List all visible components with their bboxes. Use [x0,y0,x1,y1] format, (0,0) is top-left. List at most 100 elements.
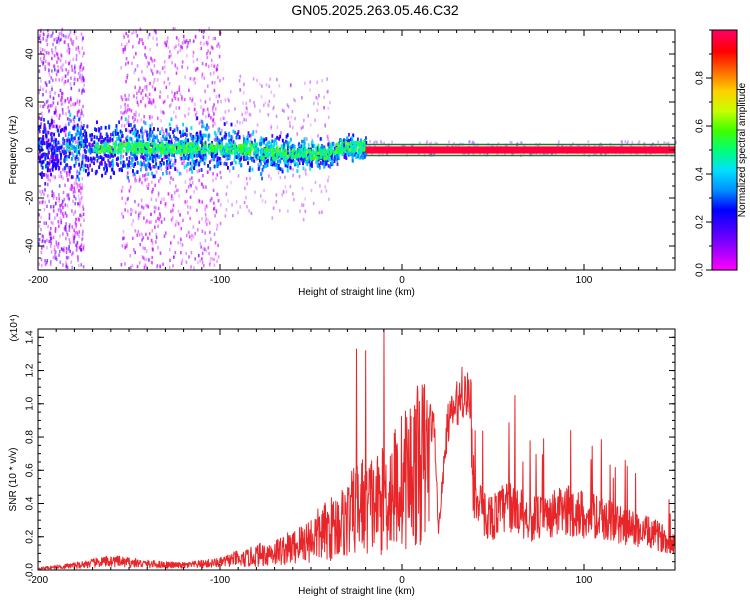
heatmap-cell [290,83,292,87]
heatmap-cell [326,77,328,81]
heatmap-cell [68,61,70,66]
heatmap-cell [207,246,210,250]
heatmap-cell [327,164,330,168]
heatmap-cell [80,32,83,36]
heatmap-cell [55,163,58,168]
heatmap-cell [162,129,165,134]
heatmap-cell [236,132,239,136]
heatmap-cell [213,112,215,116]
heatmap-cell [322,158,325,162]
heatmap-cell [298,161,301,166]
heatmap-cell [206,123,208,128]
heatmap-cell [206,84,209,88]
heatmap-cell [221,137,224,141]
heatmap-cell [74,157,77,161]
heatmap-cell [76,240,79,245]
heatmap-cell [43,152,46,157]
heatmap-cell [204,208,206,212]
heatmap-cell [169,127,172,131]
heatmap-cell [315,147,318,151]
heatmap-cell [142,206,145,210]
heatmap-cell [199,133,202,138]
heatmap-cell [311,143,314,148]
heatmap-cell [189,161,192,166]
heatmap-cell [56,125,59,130]
heatmap-cell [46,35,49,39]
heatmap-cell [133,119,135,124]
heatmap-cell [203,42,205,46]
heatmap-cell [81,111,83,115]
heatmap-cell [177,50,179,54]
heatmap-cell [70,252,73,257]
heatmap-cell [61,199,64,203]
heatmap-cell [309,163,312,167]
heatmap-cell [259,193,262,198]
heatmap-cell [184,180,187,184]
heatmap-cell [181,243,184,247]
heatmap-cell [72,199,74,204]
heatmap-cell [72,236,75,240]
heatmap-cell [363,147,367,152]
heatmap-cell [68,109,71,114]
heatmap-cell [56,163,59,167]
heatmap-cell [171,163,174,167]
heatmap-cell [192,235,195,239]
heatmap-cell [55,72,58,77]
heatmap-cell [131,236,134,241]
heatmap-cell [324,162,327,167]
heatmap-cell [159,160,162,165]
heatmap-cell [67,248,70,252]
heatmap-cell [141,131,144,135]
heatmap-cell [292,97,295,102]
heatmap-cell [64,133,67,137]
heatmap-cell [269,77,272,81]
heatmap-cell [114,129,117,133]
heatmap-cell [211,151,214,155]
heatmap-cell [48,80,51,84]
heatmap-cell [75,36,78,40]
heatmap-cell [122,215,125,219]
heatmap-cell [224,98,227,102]
heatmap-cell [58,41,61,45]
heatmap-cell [65,68,67,72]
heatmap-cell [192,134,195,139]
heatmap-cell [189,216,191,221]
heatmap-cell [241,112,243,117]
heatmap-cell [230,138,233,142]
heatmap-cell [72,126,75,130]
heatmap-cell [252,77,255,81]
heatmap-cell [286,103,289,107]
heatmap-cell [206,42,209,47]
heatmap-cell [130,152,133,156]
heatmap-cell [75,161,77,165]
heatmap-cell [65,112,67,116]
heatmap-cell [48,216,51,220]
heatmap-cell [82,153,84,158]
heatmap-cell [42,93,44,97]
heatmap-cell [67,105,70,110]
heatmap-cell [355,155,358,159]
heatmap-cell [68,237,71,242]
heatmap-cell [143,174,146,178]
heatmap-cell [67,196,70,200]
heatmap-cell [314,118,316,123]
heatmap-cell [221,152,224,156]
heatmap-cell [54,49,57,54]
heatmap-cell [61,212,64,216]
heatmap-cell [41,234,44,238]
heatmap-cell [43,102,46,106]
heatmap-cell [49,234,52,239]
heatmap-cell [128,136,131,141]
heatmap-cell [163,60,166,64]
heatmap-cell [57,208,60,212]
heatmap-cell [78,230,81,234]
heatmap-cell [241,156,244,160]
heatmap-cell [43,53,46,58]
heatmap-cell [82,212,85,216]
heatmap-cell [328,140,330,145]
heatmap-cell [260,172,262,176]
heatmap-cell [120,66,123,70]
heatmap-cell [168,161,171,165]
heatmap-cell [112,148,115,153]
heatmap-cell [269,161,272,165]
